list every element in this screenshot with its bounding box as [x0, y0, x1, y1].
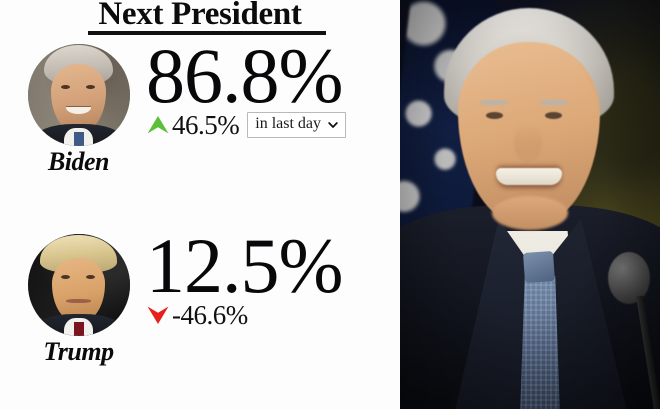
- page-title: Next President: [98, 0, 302, 32]
- change-line: -46.6%: [146, 300, 400, 331]
- avatar-tie: [74, 321, 84, 336]
- photo-necktie: [520, 276, 560, 409]
- probability-value: 86.8%: [146, 32, 343, 119]
- change-value: -46.6%: [172, 299, 248, 330]
- avatar: [27, 44, 130, 146]
- time-range-select-label: in last day: [255, 115, 322, 133]
- candidate-avatar-trump[interactable]: Trump: [26, 234, 131, 365]
- change-value: 46.5%: [172, 109, 240, 140]
- candidate-row-trump: Trump 12.5% -46.6%: [0, 222, 400, 408]
- photo-necktie-knot: [522, 250, 556, 284]
- candidate-row-biden: Biden 86.8% 46.5% in last day: [0, 32, 400, 218]
- photo-chin: [492, 196, 568, 230]
- time-range-select[interactable]: in last day: [247, 112, 347, 138]
- avatar-eye-right: [85, 274, 95, 279]
- arrow-down-icon: [147, 306, 169, 325]
- avatar-face: [50, 64, 107, 132]
- photo-eye-left: [486, 112, 503, 119]
- candidate-stats-biden: 86.8% 46.5% in last day: [146, 32, 400, 141]
- candidate-photo: [400, 0, 660, 409]
- candidate-name-label: Trump: [43, 337, 114, 366]
- candidate-avatar-biden[interactable]: Biden: [26, 44, 131, 175]
- avatar-mouth: [66, 107, 91, 115]
- avatar-eye-left: [61, 274, 71, 279]
- arrow-up-icon: [147, 116, 169, 134]
- microphone-icon: [608, 252, 650, 304]
- photo-eyebrow-left: [480, 100, 508, 105]
- photo-smile: [496, 168, 562, 185]
- prediction-widget-panel: Next President Biden 86.8%: [0, 0, 400, 408]
- candidate-stats-trump: 12.5% -46.6%: [146, 222, 400, 331]
- photo-eye-right: [545, 112, 562, 119]
- avatar-eye-right: [85, 84, 95, 89]
- candidate-name-label: Biden: [47, 147, 110, 176]
- chevron-down-icon: [328, 121, 338, 128]
- avatar-tie: [74, 131, 84, 146]
- avatar-mouth: [66, 299, 91, 304]
- photo-eyebrow-right: [540, 100, 568, 105]
- probability-value: 12.5%: [146, 222, 343, 309]
- title-underline-rule: [88, 31, 326, 35]
- photo-nose: [514, 124, 542, 162]
- change-line: 46.5% in last day: [146, 110, 400, 141]
- avatar-eye-left: [61, 84, 71, 89]
- avatar-face: [51, 258, 105, 322]
- avatar: [27, 234, 130, 336]
